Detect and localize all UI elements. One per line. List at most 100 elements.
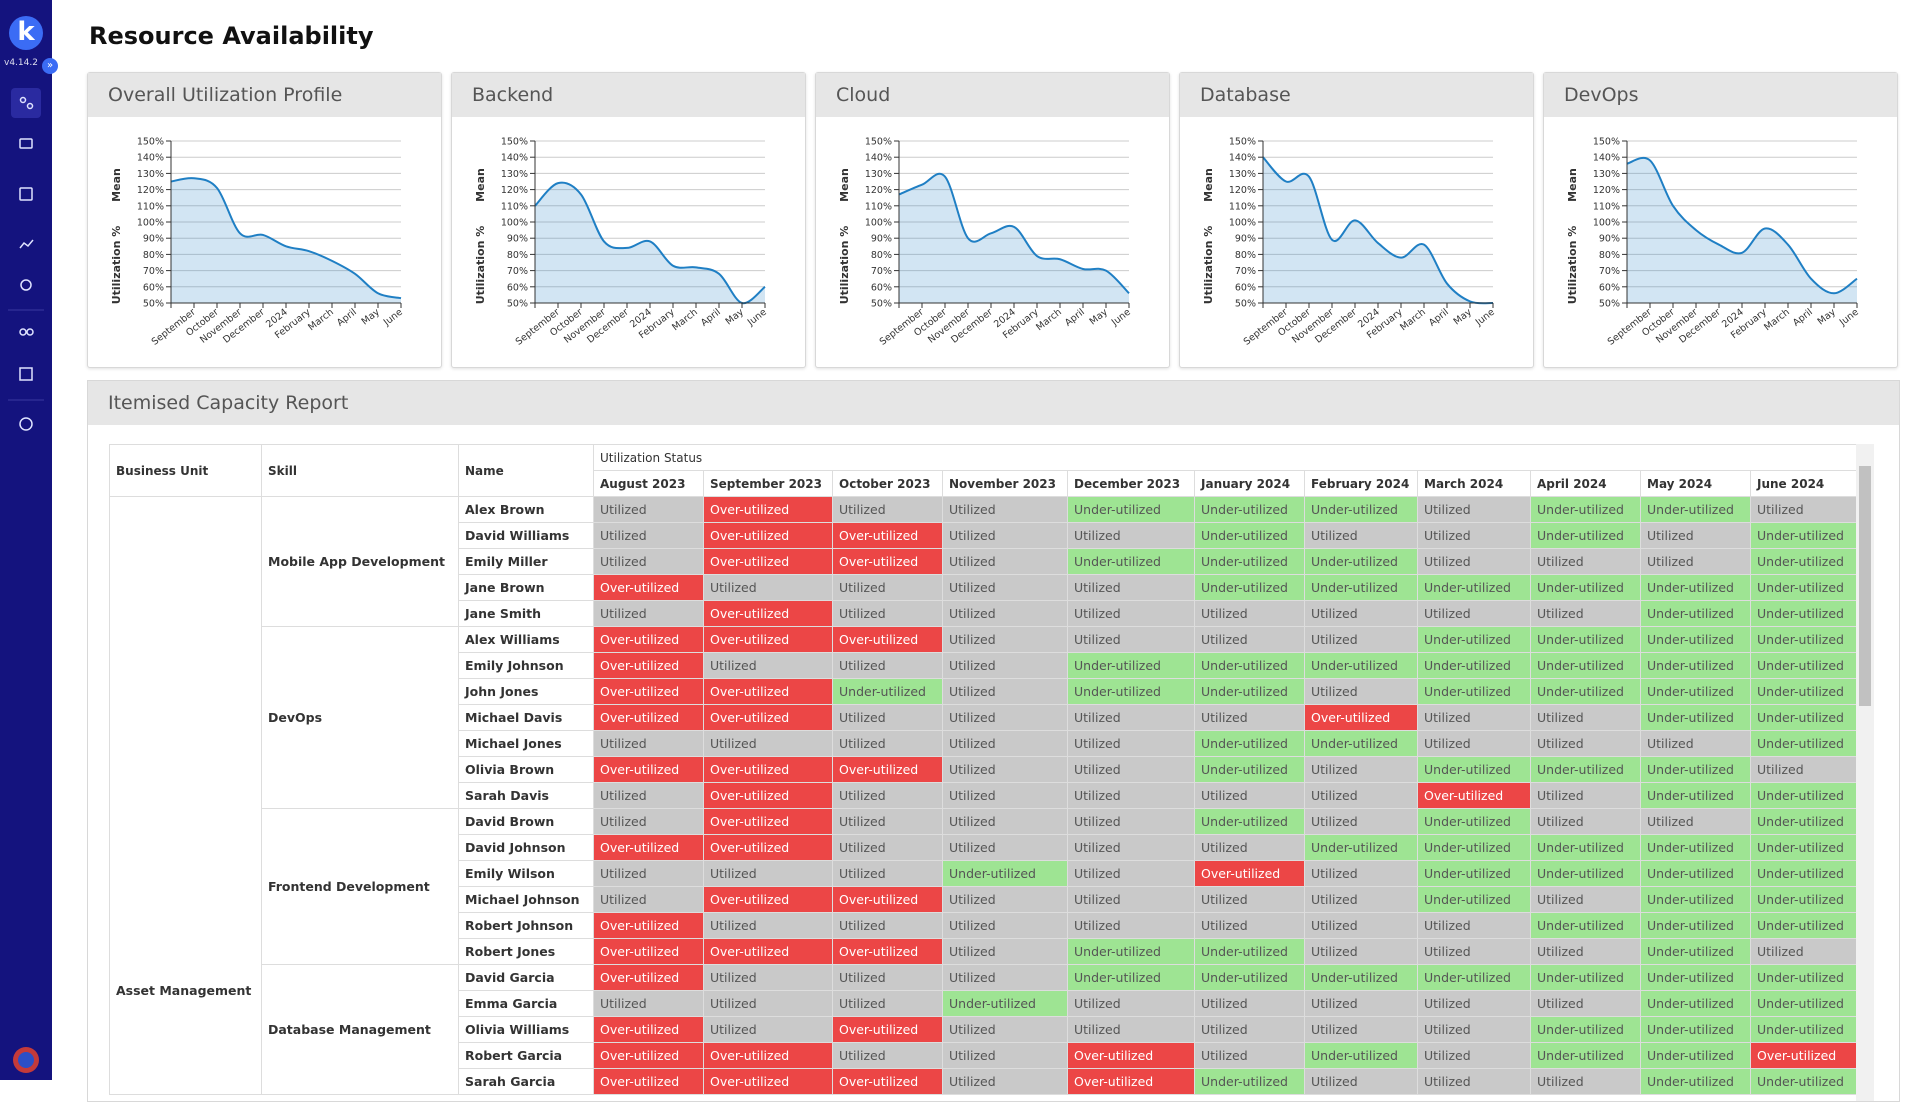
scroll-thumb[interactable] (1859, 466, 1871, 706)
table-row: Michael Jones Utilized Utilized Utilized Uti… (110, 730, 1862, 757)
y-tick-label: 80% (1599, 250, 1620, 261)
person-name: Alex Williams (458, 626, 594, 653)
status-cell: Utilized (1417, 1068, 1531, 1095)
table-row: Olivia Brown Over-utilized Over-utilized Ov… (110, 756, 1862, 783)
y-tick-label: 100% (501, 218, 528, 229)
x-tick-label: April (699, 307, 723, 329)
status-cell: Under-utilized (1749, 522, 1862, 549)
y-axis-label: Utilization % (838, 226, 851, 305)
y-tick-label: 130% (865, 169, 892, 180)
status-cell: Under-utilized (1067, 496, 1195, 523)
person-name: David Brown (458, 808, 594, 835)
status-cell: Utilized (593, 548, 704, 575)
person-name: Jane Brown (458, 574, 594, 601)
page-title: Resource Availability (89, 22, 374, 50)
y-tick-label: 120% (501, 185, 528, 196)
x-tick-label: June (1109, 307, 1133, 329)
month-header[interactable]: January 2024 (1194, 470, 1305, 497)
status-cell: Under-utilized (1194, 964, 1305, 991)
person-name: Sarah Davis (458, 782, 594, 809)
chart-card: Backend 50% 60% 70% 80% 90% 100% 110% 120% 130% 14… (451, 72, 806, 368)
status-cell: Utilized (1304, 522, 1418, 549)
logo[interactable]: k (9, 16, 43, 50)
report-title: Itemised Capacity Report (88, 381, 1899, 425)
chart: 50%60%70%80%90%100%110%120%130%140%150%S… (110, 137, 405, 348)
status-cell: Under-utilized (1749, 886, 1862, 913)
scrollbar[interactable] (1856, 444, 1874, 1101)
status-cell: Over-utilized (593, 652, 704, 679)
table-row: Robert Johnson Over-utilized Utilized Utili… (110, 912, 1862, 939)
month-header[interactable]: October 2023 (832, 470, 943, 497)
y-tick-label: 110% (1229, 201, 1256, 212)
area (535, 182, 765, 304)
person-name: Emily Johnson (458, 652, 594, 679)
status-cell: Utilized (942, 1016, 1068, 1043)
month-header[interactable]: February 2024 (1304, 470, 1418, 497)
status-cell: Under-utilized (1067, 678, 1195, 705)
status-cell: Over-utilized (832, 548, 943, 575)
status-cell: Utilized (1194, 886, 1305, 913)
x-tick-label: March (1034, 307, 1064, 334)
status-cell: Utilized (1067, 522, 1195, 549)
person-name: Robert Jones (458, 938, 594, 965)
status-cell: Under-utilized (1530, 522, 1641, 549)
status-cell: Under-utilized (1417, 678, 1531, 705)
month-header[interactable]: November 2023 (942, 470, 1068, 497)
month-header[interactable]: March 2024 (1417, 470, 1531, 497)
report-panel: Itemised Capacity Report Business Unit Sk… (87, 380, 1900, 1102)
x-tick-label: March (306, 307, 336, 334)
month-header[interactable]: August 2023 (593, 470, 704, 497)
month-header[interactable]: September 2023 (703, 470, 833, 497)
status-cell: Utilized (942, 964, 1068, 991)
status-cell: Utilized (832, 704, 943, 731)
status-cell: Under-utilized (1640, 678, 1751, 705)
status-cell: Utilized (832, 600, 943, 627)
status-cell: Over-utilized (593, 574, 704, 601)
expand-button[interactable]: » (42, 58, 58, 74)
status-cell: Utilized (703, 730, 833, 757)
table-row: Olivia Williams Over-utilized Utilized Over… (110, 1016, 1862, 1043)
month-header[interactable]: May 2024 (1640, 470, 1751, 497)
status-cell: Utilized (1194, 912, 1305, 939)
status-cell: Utilized (703, 1016, 833, 1043)
status-cell: Under-utilized (1304, 574, 1418, 601)
status-cell: Utilized (1304, 756, 1418, 783)
status-cell: Utilized (1304, 626, 1418, 653)
y-tick-label: 130% (501, 169, 528, 180)
month-header[interactable]: April 2024 (1530, 470, 1641, 497)
status-cell: Over-utilized (832, 756, 943, 783)
status-cell: Under-utilized (1417, 808, 1531, 835)
month-header[interactable]: December 2023 (1067, 470, 1195, 497)
column-header[interactable]: Skill (261, 444, 459, 497)
status-cell: Utilized (832, 964, 943, 991)
chart-title: Overall Utilization Profile (88, 73, 441, 117)
status-cell: Under-utilized (1749, 574, 1862, 601)
status-cell: Utilized (832, 990, 943, 1017)
status-cell: Utilized (1304, 860, 1418, 887)
status-cell: Over-utilized (832, 886, 943, 913)
status-cell: Under-utilized (1749, 600, 1862, 627)
status-cell: Under-utilized (1530, 1042, 1641, 1069)
person-name: John Jones (458, 678, 594, 705)
status-cell: Under-utilized (1417, 860, 1531, 887)
month-header[interactable]: June 2024 (1749, 470, 1862, 497)
table-wrap: Business Unit Skill Name Utilization Status… (109, 444, 1862, 1095)
column-header[interactable]: Name (458, 444, 594, 497)
y-tick-label: 80% (507, 250, 528, 261)
group-header: Utilization Status (592, 444, 1862, 471)
status-cell: Over-utilized (593, 938, 704, 965)
status-cell: Over-utilized (1194, 860, 1305, 887)
status-cell: Utilized (1640, 522, 1751, 549)
chart: 50%60%70%80%90%100%110%120%130%140%150%S… (838, 137, 1133, 348)
skill: DevOps (261, 626, 459, 809)
header-row: August 2023 September 2023 October 2023 Nov… (110, 470, 1862, 497)
status-cell: Utilized (1749, 756, 1862, 783)
status-cell: Under-utilized (1194, 496, 1305, 523)
status-cell: Under-utilized (1749, 1016, 1862, 1043)
person-name: Michael Davis (458, 704, 594, 731)
column-header[interactable]: Business Unit (109, 444, 262, 497)
status-cell: Under-utilized (1530, 626, 1641, 653)
status-cell: Utilized (1640, 730, 1751, 757)
x-tick-label: June (381, 307, 405, 329)
x-tick-label: June (1837, 307, 1861, 329)
